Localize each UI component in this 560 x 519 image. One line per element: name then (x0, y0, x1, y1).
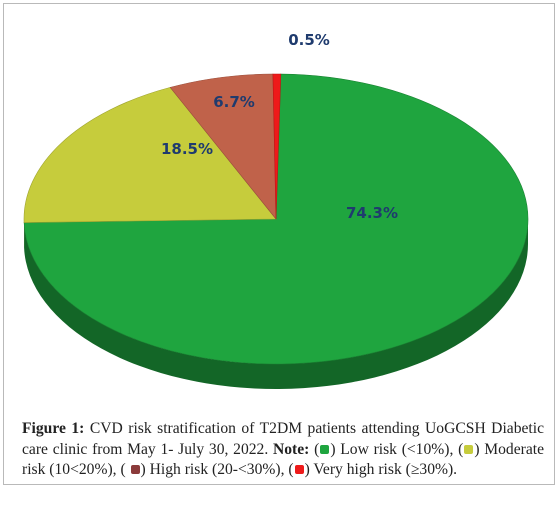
slice-side-0 (24, 219, 528, 390)
slice-label-2: 6.7% (213, 93, 255, 111)
legend-text-2: ) High risk (20-<30%), (140, 461, 289, 478)
caption-legend: () Low risk (<10%), () Moderate risk (10… (22, 441, 544, 479)
slice-3 (272, 73, 282, 220)
legend-swatch-0 (320, 444, 330, 454)
slice-label-0: 74.3% (346, 204, 398, 222)
legend-swatch-1 (464, 444, 474, 454)
legend-text-0: ) Low risk (<10%), (330, 440, 459, 458)
pie-chart: 74.3% 18.5% 6.7% 0.5% (23, 31, 529, 390)
slice-2 (169, 73, 277, 220)
legend-text-3: ) Very high risk (≥30%). (304, 461, 458, 478)
slice-1 (23, 87, 277, 223)
figure-caption: Figure 1: CVD risk stratification of T2D… (22, 419, 544, 481)
legend-swatch-3 (294, 465, 304, 474)
figure-frame: 74.3% 18.5% 6.7% 0.5% Figure 1: CVD risk st… (3, 3, 555, 485)
legend-open-0: ( (314, 440, 320, 458)
caption-text: CVD risk stratification of T2DM patients… (22, 420, 545, 458)
slice-label-1: 18.5% (161, 140, 213, 158)
legend-open-2: ( (120, 461, 130, 478)
legend-text-1: ) Moderate risk (10<20%), (22, 440, 544, 479)
legend-swatch-2 (130, 465, 140, 474)
figure-label: Figure 1: (22, 420, 85, 437)
legend-open-3: ( (288, 461, 294, 478)
note-label: Note: (272, 440, 310, 458)
legend-open-1: ( (458, 440, 464, 458)
slice-label-3: 0.5% (288, 31, 330, 49)
